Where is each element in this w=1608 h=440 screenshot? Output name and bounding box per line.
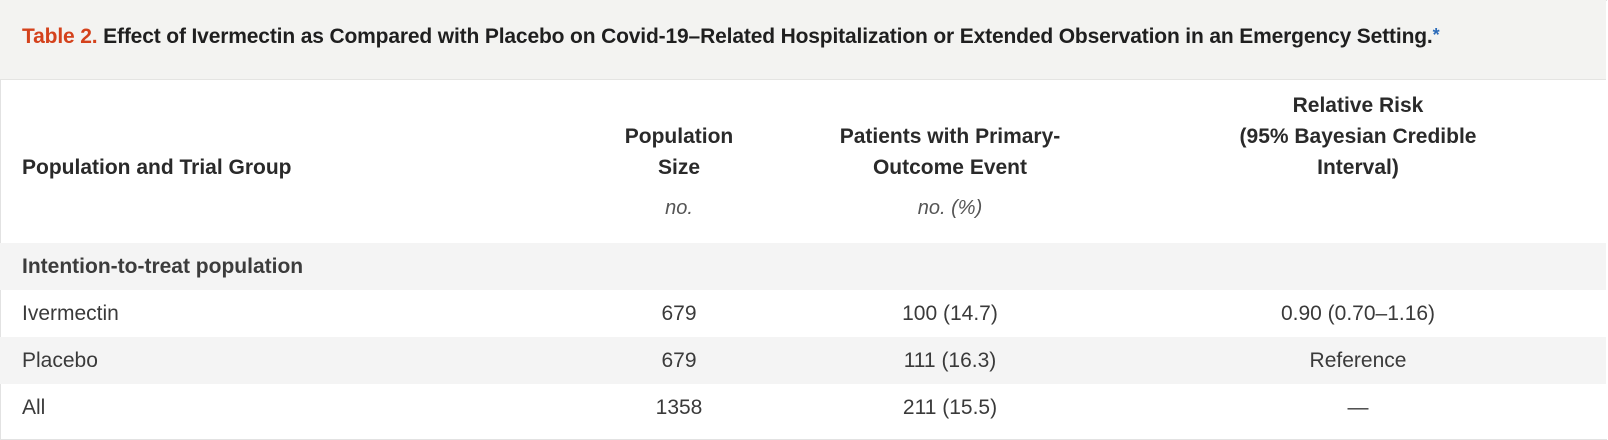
unit-cell: no. — [665, 197, 693, 219]
header-line: Patients with Primary- — [839, 125, 1061, 148]
relative-risk-cell: 0.90 (0.70–1.16) — [1280, 301, 1436, 325]
header-line: Population — [624, 125, 734, 148]
header-row: Population and Trial Group Population Si… — [0, 80, 1606, 197]
group-cell: All — [22, 395, 46, 419]
relative-risk-cell: — — [1347, 395, 1369, 419]
header-primary-outcome: Patients with Primary- Outcome Event — [790, 80, 1110, 197]
section-label: Intention-to-treat population — [0, 243, 568, 290]
section-row: Intention-to-treat population — [0, 243, 1606, 290]
header-line: (95% Bayesian Credible — [1239, 125, 1477, 148]
header-line: Interval) — [1317, 156, 1399, 179]
header-line: Outcome Event — [872, 156, 1028, 179]
events-cell: 100 (14.7) — [902, 301, 998, 325]
table-label: Table 2. — [22, 25, 98, 48]
header-line: Relative Risk — [1292, 94, 1424, 117]
results-table: Population and Trial Group Population Si… — [0, 80, 1606, 431]
size-cell: 679 — [661, 301, 697, 325]
table-row: Placebo 679 111 (16.3) Reference — [0, 337, 1606, 384]
unit-cell — [1110, 197, 1606, 243]
size-cell: 679 — [568, 337, 790, 384]
group-cell: Ivermectin — [22, 301, 119, 325]
header-line: Size — [657, 156, 701, 179]
unit-cell — [0, 197, 568, 243]
size-cell: 1358 — [655, 395, 703, 419]
group-cell: Placebo — [0, 337, 568, 384]
table-row: All 1358 211 (15.5) — — [0, 384, 1606, 431]
table-title: Effect of Ivermectin as Compared with Pl… — [103, 25, 1433, 48]
events-cell: 211 (15.5) — [902, 395, 998, 419]
table-caption-bar: Table 2. Effect of Ivermectin as Compare… — [0, 0, 1606, 80]
table-caption: Table 2. Effect of Ivermectin as Compare… — [22, 25, 1440, 49]
header-population-size: Population Size — [568, 80, 790, 197]
relative-risk-cell: Reference — [1110, 337, 1606, 384]
unit-cell: no. (%) — [917, 197, 983, 219]
events-cell: 111 (16.3) — [790, 337, 1110, 384]
footnote-marker[interactable]: * — [1432, 25, 1440, 45]
units-row: no. no. (%) — [0, 197, 1606, 243]
header-relative-risk: Relative Risk (95% Bayesian Credible Int… — [1110, 80, 1606, 197]
header-population-group: Population and Trial Group — [22, 156, 292, 179]
table-row: Ivermectin 679 100 (14.7) 0.90 (0.70–1.1… — [0, 290, 1606, 337]
